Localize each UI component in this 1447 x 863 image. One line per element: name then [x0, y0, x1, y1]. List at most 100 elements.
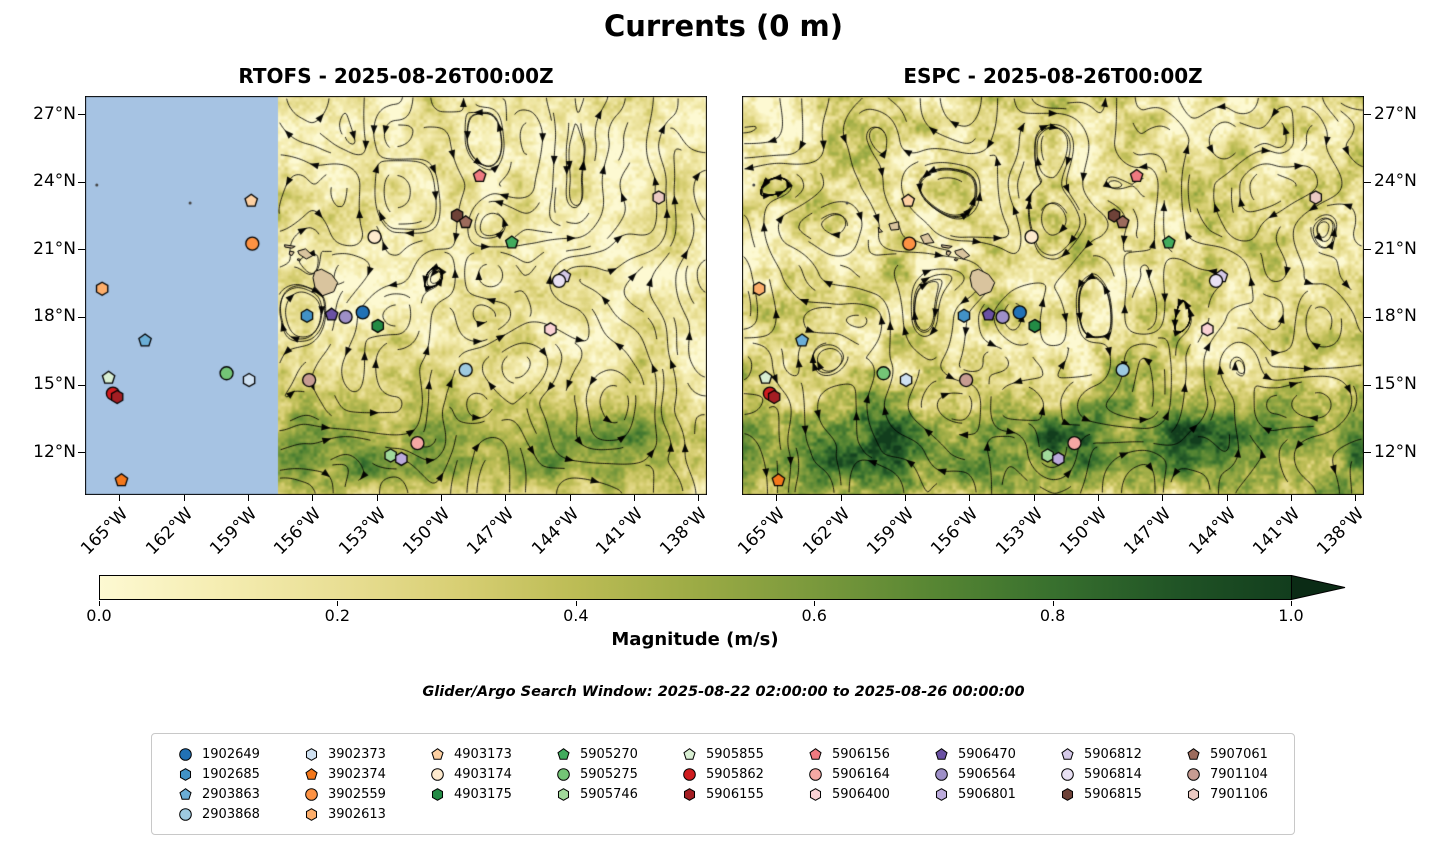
x-tick-label: 153°W	[991, 504, 1047, 559]
legend-label: 5906400	[832, 786, 890, 802]
colorbar-tick-mark	[1052, 601, 1054, 606]
y-tick-mark	[78, 249, 85, 251]
pentagon-marker-icon	[431, 747, 444, 760]
circle-marker-icon	[809, 767, 822, 781]
y-tick-label: 12°N	[1374, 441, 1417, 462]
y-tick-mark	[1364, 452, 1371, 454]
hexagon-marker-icon	[179, 767, 192, 781]
legend-item-5906564: 5906564	[934, 764, 1016, 784]
legend-item-5906156: 5906156	[808, 744, 890, 764]
y-tick-label: 15°N	[1374, 374, 1417, 394]
legend-item-1902649: 1902649	[178, 744, 260, 764]
legend-item-5906400: 5906400	[808, 784, 890, 804]
legend-item-5906801: 5906801	[934, 784, 1016, 804]
x-tick-label: 147°W	[463, 504, 519, 559]
x-tick-mark	[1291, 495, 1293, 501]
colorbar-tick-mark	[99, 601, 100, 606]
legend-column: 5905855 5905862 5906155	[682, 744, 764, 824]
y-tick-mark	[1364, 249, 1371, 251]
colorbar-tick-mark	[1291, 601, 1292, 606]
legend-item-3902374: 3902374	[304, 764, 386, 784]
espc-map-canvas	[742, 96, 1364, 495]
circle-marker-icon	[1187, 767, 1200, 781]
legend-label: 5905275	[580, 766, 638, 782]
circle-marker-icon	[935, 767, 948, 781]
legend-item-2903863: 2903863	[178, 784, 260, 804]
colorbar-tick-mark	[575, 601, 577, 606]
legend-item-5906155: 5906155	[682, 784, 764, 804]
pentagon-marker-icon	[809, 747, 822, 760]
x-tick-mark	[698, 495, 700, 501]
legend-label: 4903173	[454, 746, 512, 762]
x-tick-mark	[505, 495, 507, 501]
legend-label: 5906815	[1084, 786, 1142, 802]
colorbar	[99, 574, 1347, 601]
y-tick-mark	[1364, 384, 1371, 386]
circle-marker-icon	[179, 747, 192, 761]
legend-item-4903175: 4903175	[430, 784, 512, 804]
legend-column: 1902649 1902685 2903863 2903868	[178, 744, 260, 824]
legend-item-4903174: 4903174	[430, 764, 512, 784]
x-tick-label: 138°W	[1313, 504, 1369, 559]
x-tick-label: 144°W	[527, 504, 583, 559]
x-tick-mark	[1033, 495, 1035, 501]
y-tick-label: 21°N	[33, 238, 76, 259]
legend-label: 5905270	[580, 746, 638, 762]
legend-item-5906815: 5906815	[1060, 784, 1142, 804]
legend-item-5906812: 5906812	[1060, 744, 1142, 764]
circle-marker-icon	[431, 767, 444, 781]
y-tick-label: 27°N	[33, 103, 76, 124]
x-tick-label: 162°W	[798, 504, 854, 559]
y-tick-mark	[78, 181, 85, 183]
legend-label: 7901106	[1210, 786, 1268, 802]
circle-marker-icon	[305, 787, 318, 801]
legend-item-5905855: 5905855	[682, 744, 764, 764]
y-tick-label: 24°N	[33, 171, 76, 192]
legend-label: 5905862	[706, 766, 764, 782]
hexagon-marker-icon	[809, 787, 822, 801]
legend-label: 4903174	[454, 766, 512, 782]
x-tick-label: 147°W	[1120, 504, 1176, 559]
legend-item-5906814: 5906814	[1060, 764, 1142, 784]
pentagon-marker-icon	[935, 747, 948, 760]
legend-item-7901104: 7901104	[1186, 764, 1268, 784]
hexagon-marker-icon	[305, 747, 318, 761]
x-tick-label: 141°W	[592, 504, 648, 559]
x-tick-mark	[1098, 495, 1099, 501]
y-tick-label: 12°N	[33, 441, 76, 462]
x-tick-label: 138°W	[656, 504, 712, 559]
colorbar-label: Magnitude (m/s)	[611, 629, 779, 650]
legend-label: 7901104	[1210, 766, 1268, 782]
colorbar-tick-mark	[814, 601, 816, 606]
x-tick-mark	[969, 495, 971, 501]
legend-item-3902613: 3902613	[304, 804, 386, 824]
hexagon-marker-icon	[431, 787, 444, 801]
x-tick-mark	[569, 495, 571, 501]
x-tick-label: 156°W	[927, 504, 983, 559]
legend-label: 5906470	[958, 746, 1016, 762]
legend-label: 5906164	[832, 766, 890, 782]
y-tick-label: 18°N	[33, 306, 76, 327]
x-tick-mark	[248, 495, 249, 501]
x-tick-mark	[183, 495, 185, 501]
y-tick-mark	[78, 384, 85, 386]
colorbar-tick-label: 0.0	[86, 606, 112, 625]
hexagon-marker-icon	[557, 787, 570, 801]
x-tick-mark	[119, 495, 121, 501]
x-tick-label: 165°W	[734, 504, 790, 559]
x-tick-label: 162°W	[141, 504, 197, 559]
legend-column: 5906470 5906564 5906801	[934, 744, 1016, 824]
x-tick-mark	[1226, 495, 1228, 501]
y-tick-label: 24°N	[1374, 171, 1417, 192]
pentagon-marker-icon	[557, 747, 570, 760]
legend-item-3902373: 3902373	[304, 744, 386, 764]
x-tick-label: 156°W	[270, 504, 326, 559]
x-tick-mark	[840, 495, 842, 501]
legend-label: 2903868	[202, 806, 260, 822]
legend-column: 4903173 4903174 4903175	[430, 744, 512, 824]
x-tick-label: 144°W	[1184, 504, 1240, 559]
hexagon-marker-icon	[1061, 787, 1074, 801]
legend-item-3902559: 3902559	[304, 784, 386, 804]
x-tick-label: 159°W	[206, 504, 262, 559]
